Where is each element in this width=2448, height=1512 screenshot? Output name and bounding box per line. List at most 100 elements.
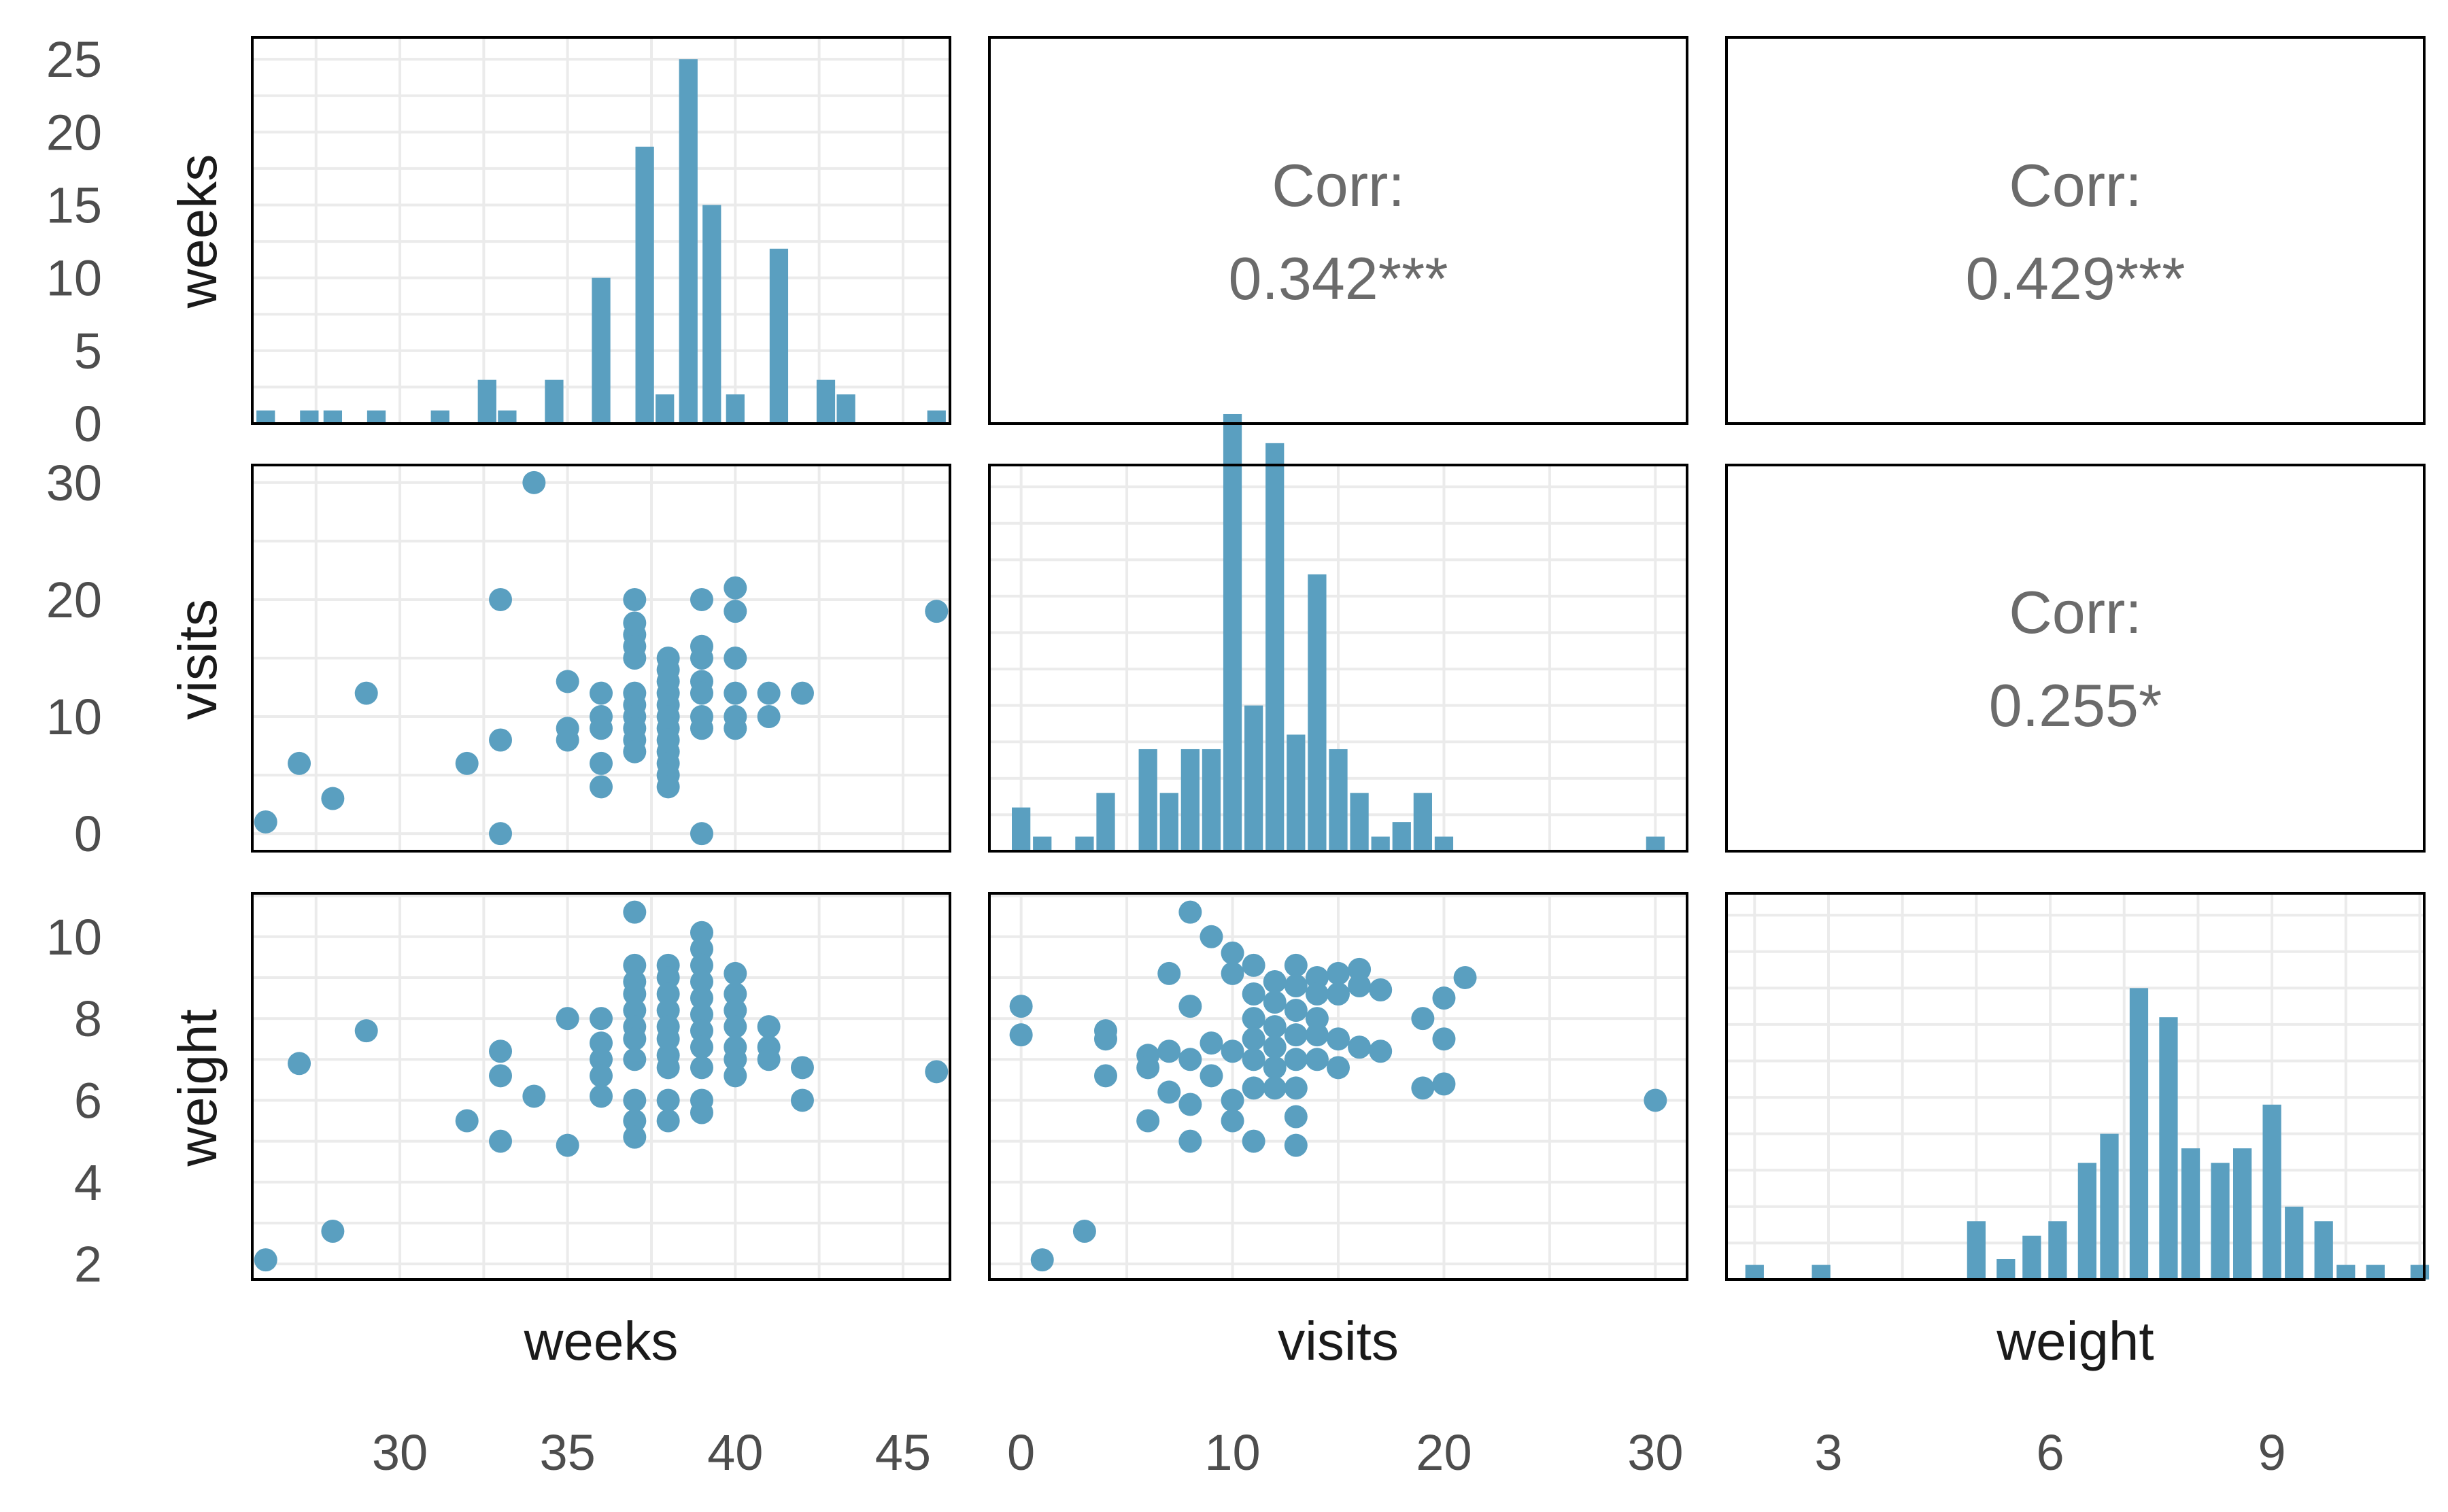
scatter-point-visits-weight bbox=[1327, 1056, 1350, 1080]
scatter-point-weeks-visits bbox=[724, 681, 747, 705]
scatter-point-weeks-weight bbox=[724, 999, 747, 1023]
corr-label-weeks-weight: Corr: bbox=[2009, 152, 2142, 219]
scatter-point-weeks-visits bbox=[724, 576, 747, 600]
scatter-point-weeks-weight bbox=[656, 1109, 680, 1133]
scatter-point-weeks-visits bbox=[590, 717, 613, 740]
scatter-point-weeks-weight bbox=[690, 937, 713, 961]
scatter-point-visits-weight bbox=[1242, 1027, 1265, 1051]
scatter-point-visits-weight bbox=[1242, 1007, 1265, 1031]
scatter-point-visits-weight bbox=[1178, 1093, 1202, 1116]
y-tick-label-visits: 10 bbox=[46, 689, 102, 745]
scatter-point-weeks-visits bbox=[690, 587, 713, 611]
y-tick-label-weeks: 20 bbox=[46, 104, 102, 160]
scatter-point-visits-weight bbox=[1284, 1023, 1308, 1047]
histogram-bar-weight bbox=[1996, 1258, 2016, 1279]
scatter-point-weeks-visits bbox=[690, 822, 713, 846]
scatter-point-visits-weight bbox=[1263, 1035, 1287, 1059]
scatter-point-weeks-weight bbox=[656, 982, 680, 1006]
scatter-point-weeks-weight bbox=[690, 1003, 713, 1027]
histogram-bar-visits bbox=[1012, 807, 1031, 851]
scatter-point-visits-weight bbox=[1284, 999, 1308, 1023]
panel-frame bbox=[251, 892, 951, 1281]
scatter-point-visits-weight bbox=[1348, 974, 1372, 997]
scatter-point-weeks-weight bbox=[455, 1109, 479, 1133]
scatter-point-weeks-visits bbox=[690, 717, 713, 740]
panel-grids bbox=[252, 37, 2424, 1279]
y-tick-label-visits: 20 bbox=[46, 572, 102, 628]
histogram-bar-visits bbox=[1075, 836, 1094, 851]
y-tick-label-weight: 2 bbox=[74, 1236, 102, 1292]
row-strip-visits: visits bbox=[167, 599, 228, 720]
x-tick-label-visits: 10 bbox=[1204, 1424, 1260, 1481]
histogram-bar-visits bbox=[1646, 836, 1665, 851]
x-tick-label-weight: 3 bbox=[1814, 1424, 1842, 1481]
histogram-bar-weight bbox=[2233, 1148, 2252, 1279]
scatter-point-visits-weight bbox=[1284, 1076, 1308, 1100]
column-strip-weight: weight bbox=[1996, 1311, 2154, 1371]
scatter-point-weeks-weight bbox=[623, 999, 647, 1023]
panel-frame bbox=[988, 464, 1688, 853]
scatter-point-visits-weight bbox=[1263, 991, 1287, 1014]
corr-value-visits-weight: 0.255* bbox=[1989, 672, 2162, 739]
scatter-point-weeks-visits bbox=[757, 681, 781, 705]
histogram-bar-weight bbox=[1812, 1265, 1831, 1279]
scatter-point-visits-weight bbox=[1453, 965, 1477, 989]
scatter-point-weeks-weight bbox=[623, 953, 647, 977]
scatter-point-visits-weight bbox=[1348, 957, 1372, 981]
scatter-point-visits-weight bbox=[1242, 1129, 1265, 1153]
scatter-point-weeks-visits bbox=[455, 751, 479, 775]
histogram-bar-weeks bbox=[702, 205, 721, 424]
scatter-point-visits-weight bbox=[1327, 1027, 1350, 1051]
histogram-bar-weeks bbox=[679, 59, 698, 424]
scatter-point-visits-weight bbox=[1221, 1109, 1244, 1133]
histogram-bar-weeks bbox=[927, 410, 946, 424]
scatter-point-weeks-weight bbox=[690, 921, 713, 944]
scatter-point-visits-weight bbox=[1178, 900, 1202, 924]
histogram-bar-weeks bbox=[367, 410, 386, 424]
scatter-point-weeks-weight bbox=[321, 1220, 345, 1243]
corr-label-weeks-visits: Corr: bbox=[1272, 152, 1405, 219]
scatter-point-weeks-weight bbox=[623, 900, 647, 924]
histogram-bar-visits bbox=[1138, 749, 1157, 851]
scatter-point-visits-weight bbox=[1327, 982, 1350, 1006]
corr-value-weeks-visits: 0.342*** bbox=[1229, 245, 1448, 312]
scatter-point-weeks-weight bbox=[690, 1056, 713, 1080]
column-strip-weeks: weeks bbox=[524, 1311, 679, 1371]
scatter-point-weeks-weight bbox=[724, 982, 747, 1006]
histogram-bar-weeks bbox=[545, 379, 564, 424]
column-strip-visits: visits bbox=[1278, 1311, 1399, 1371]
scatter-point-visits-weight bbox=[1009, 995, 1033, 1018]
scatter-point-visits-weight bbox=[1305, 965, 1329, 989]
scatter-point-weeks-visits bbox=[790, 681, 814, 705]
histogram-bar-weight bbox=[2211, 1163, 2230, 1279]
scatter-point-visits-weight bbox=[1094, 1027, 1117, 1051]
histogram-bar-weeks bbox=[430, 410, 449, 424]
scatter-point-weeks-visits bbox=[288, 751, 311, 775]
x-tick-label-weeks: 35 bbox=[540, 1424, 596, 1481]
scatter-point-visits-weight bbox=[1263, 969, 1287, 993]
scatter-point-weeks-weight bbox=[489, 1040, 513, 1063]
scatter-point-visits-weight bbox=[1644, 1088, 1667, 1112]
scatter-point-weeks-visits bbox=[724, 717, 747, 740]
x-tick-label-weeks: 45 bbox=[875, 1424, 931, 1481]
scatter-point-visits-weight bbox=[1009, 1023, 1033, 1047]
scatter-point-weeks-weight bbox=[623, 1125, 647, 1149]
scatter-point-weeks-weight bbox=[656, 1088, 680, 1112]
scatter-point-visits-weight bbox=[1242, 1076, 1265, 1100]
scatter-point-weeks-weight bbox=[690, 1019, 713, 1043]
scatter-point-weeks-weight bbox=[656, 999, 680, 1023]
histogram-bar-weight bbox=[1967, 1221, 1986, 1279]
scatter-point-visits-weight bbox=[1305, 1023, 1329, 1047]
y-tick-label-weeks: 5 bbox=[74, 323, 102, 379]
scatter-point-visits-weight bbox=[1284, 1048, 1308, 1071]
scatter-point-visits-weight bbox=[1221, 1040, 1244, 1063]
histogram-bar-visits bbox=[1308, 574, 1327, 851]
histogram-bar-weeks bbox=[323, 410, 343, 424]
histogram-bar-weight bbox=[2262, 1104, 2281, 1279]
scatter-point-weeks-weight bbox=[724, 1048, 747, 1071]
y-tick-label-visits: 30 bbox=[46, 455, 102, 511]
histogram-bar-weight bbox=[2366, 1265, 2385, 1279]
scatter-point-visits-weight bbox=[1178, 1129, 1202, 1153]
histogram-bar-weeks bbox=[592, 277, 611, 424]
scatter-point-visits-weight bbox=[1263, 1056, 1287, 1080]
